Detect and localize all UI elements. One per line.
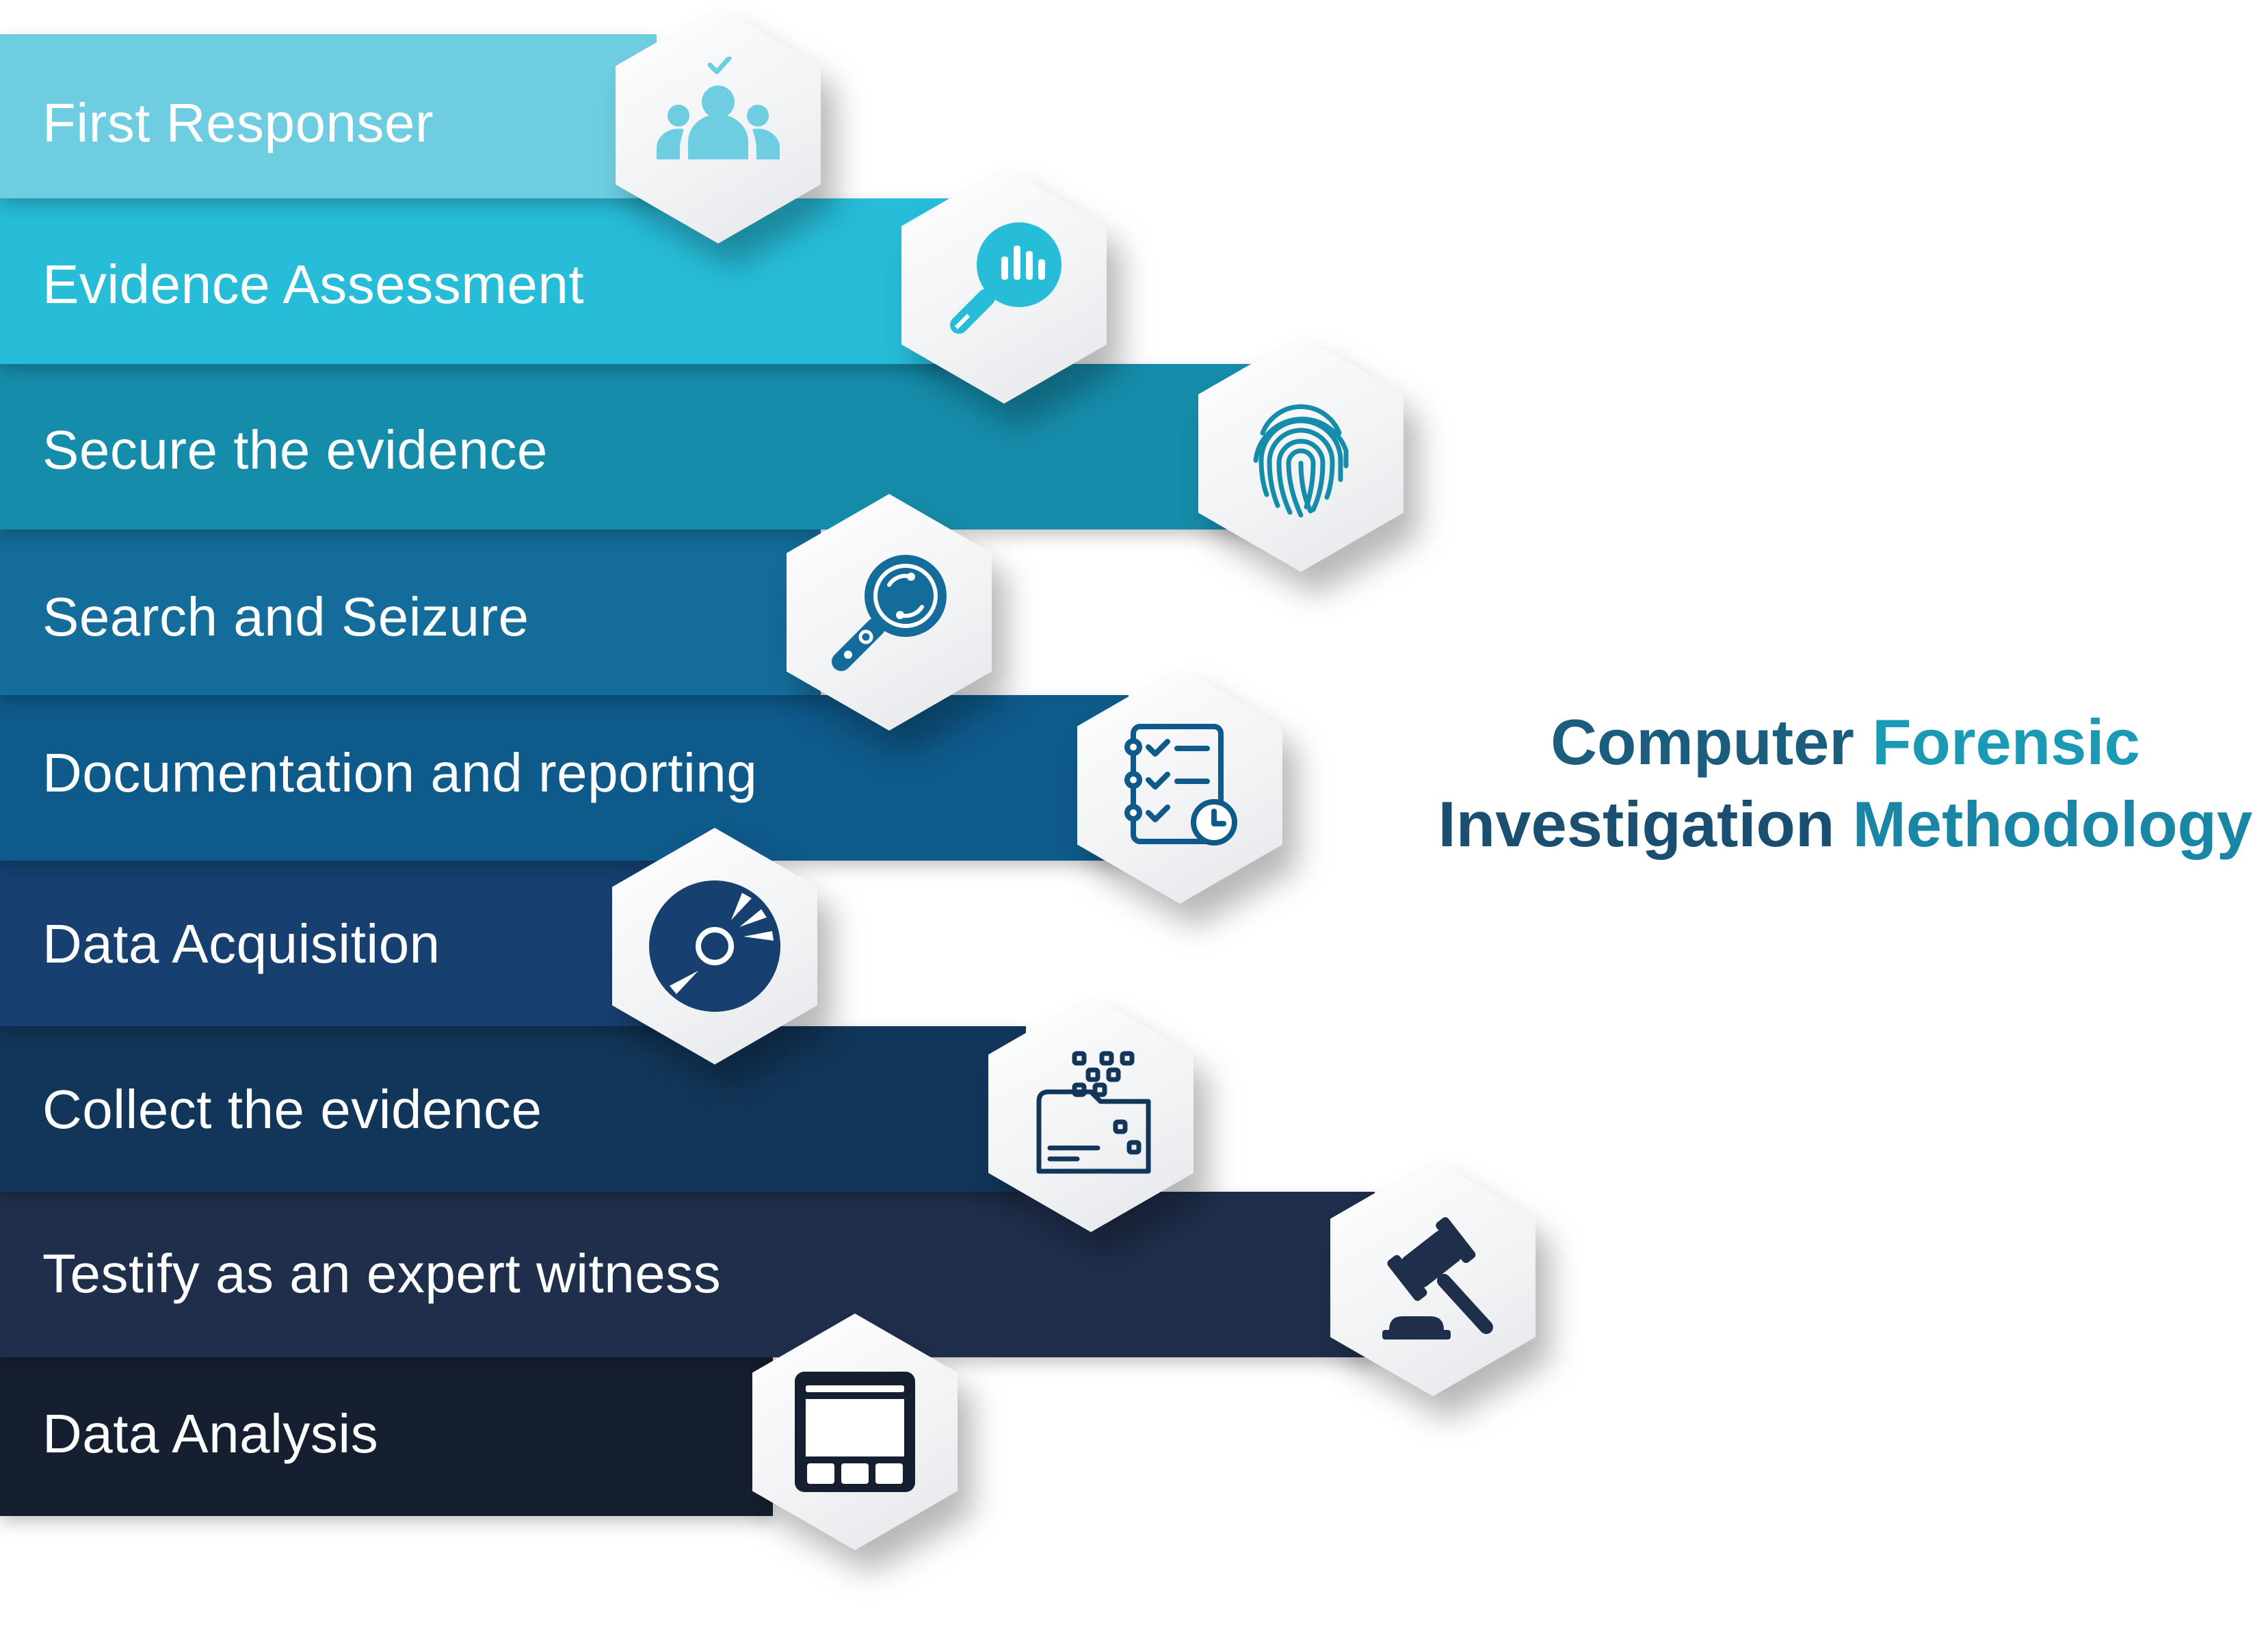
- hex-badge-collect-evidence: [988, 995, 1194, 1232]
- step-label: Search and Seizure: [42, 586, 529, 647]
- hex-badge-evidence-assessment: [901, 167, 1107, 404]
- step-band-assessment: Evidence Assessment: [0, 198, 958, 364]
- step-label: Collect the evidence: [42, 1079, 542, 1140]
- disc-icon: [649, 880, 780, 1012]
- step-label: Testify as an expert witness: [42, 1243, 722, 1304]
- fingerprint-icon: [1253, 404, 1349, 518]
- step-label: Secure the evidence: [42, 419, 548, 480]
- folder-data-icon: [1036, 1051, 1151, 1174]
- gavel-icon: [1382, 1217, 1493, 1340]
- hex-badge-testify: [1330, 1160, 1535, 1396]
- title-line-1: Computer Forensic: [1423, 701, 2268, 783]
- step-band-data-analysis: Data Analysis: [0, 1345, 773, 1516]
- step-label: Documentation and reporting: [42, 742, 758, 803]
- title-word: Investigation: [1438, 788, 1835, 860]
- step-label: First Responser: [42, 92, 434, 153]
- title-word-accent: Forensic: [1872, 706, 2140, 778]
- hex-badge-documentation: [1077, 667, 1282, 904]
- step-band-search: Search and Seizure: [0, 530, 821, 695]
- title-line-2: Investigation Methodology: [1423, 783, 2268, 865]
- step-band-first-responder: First Responser: [0, 34, 657, 198]
- window-layout-icon: [795, 1372, 915, 1492]
- diagram-title: Computer Forensic Investigation Methodol…: [1423, 701, 2268, 865]
- step-band-testify: Testify as an expert witness: [0, 1192, 1375, 1357]
- step-label: Data Acquisition: [42, 913, 440, 974]
- step-band-secure: Secure the evidence: [0, 364, 1265, 530]
- hex-badge-first-responder: [616, 7, 821, 244]
- hex-badge-secure-evidence: [1198, 335, 1403, 572]
- step-label: Evidence Assessment: [42, 254, 585, 315]
- hex-badge-data-acquisition: [612, 828, 817, 1064]
- step-band-documentation: Documentation and reporting: [0, 695, 1129, 861]
- team-check-icon: [657, 57, 780, 159]
- magnifier-chart-icon: [950, 222, 1062, 334]
- hex-badge-data-analysis: [752, 1314, 958, 1550]
- title-word: Computer: [1551, 706, 1854, 778]
- step-band-acquisition: Data Acquisition: [0, 861, 684, 1026]
- step-label: Data Analysis: [42, 1403, 379, 1464]
- search-magnifier-icon: [832, 555, 947, 671]
- title-word-accent: Methodology: [1852, 788, 2253, 860]
- step-band-collect: Collect the evidence: [0, 1026, 1026, 1192]
- checklist-clock-icon: [1124, 724, 1237, 846]
- hex-badge-search-seizure: [787, 494, 992, 731]
